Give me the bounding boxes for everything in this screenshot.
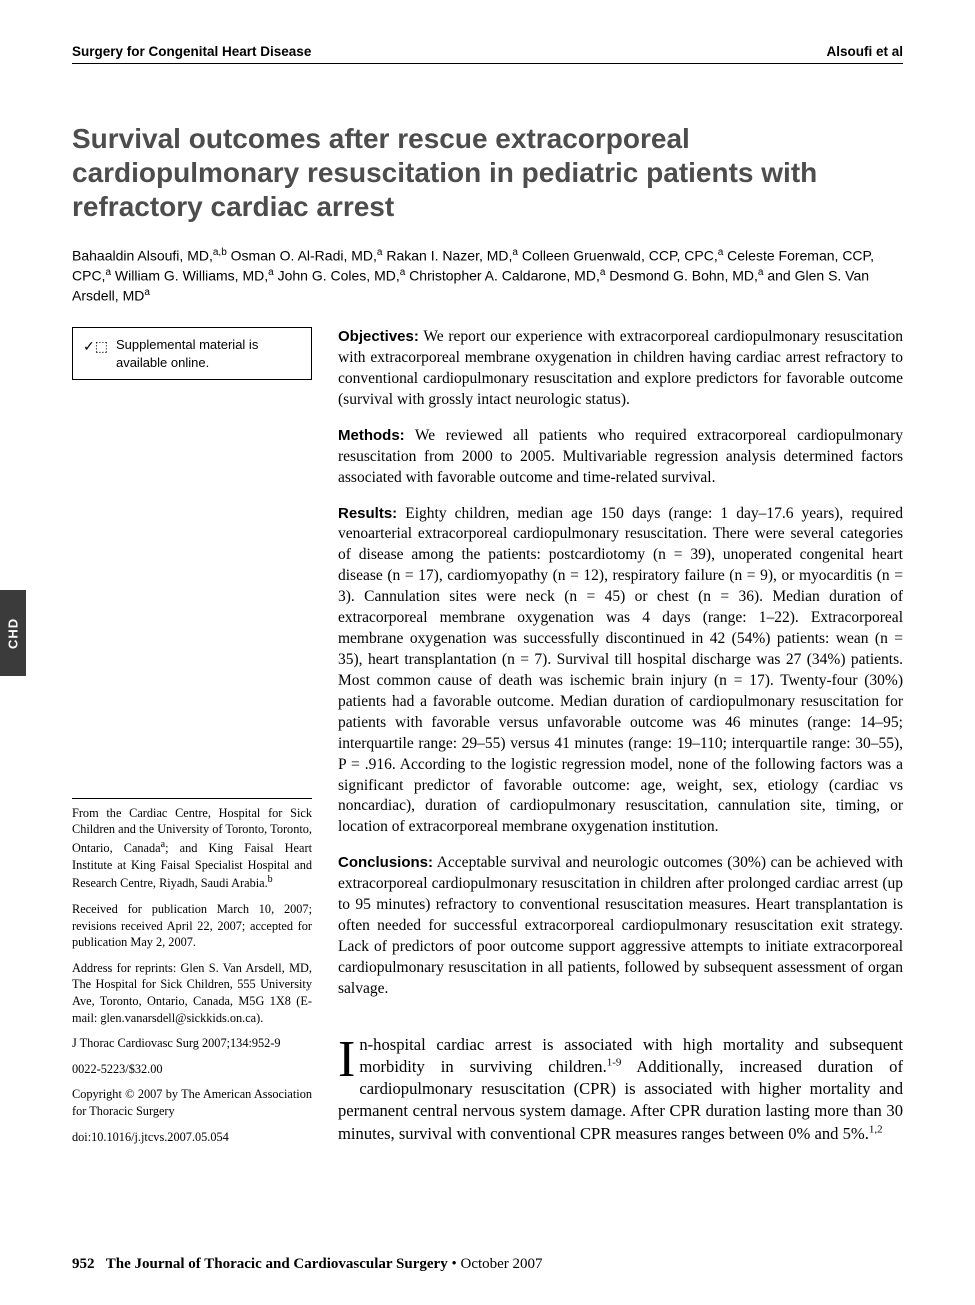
journal-title: The Journal of Thoracic and Cardiovascul… [106,1256,448,1272]
author-list: Bahaaldin Alsoufi, MD,a,b Osman O. Al-Ra… [72,246,903,305]
body-text-content: n-hospital cardiac arrest is associated … [338,1035,903,1143]
header-left: Surgery for Congenital Heart Disease [72,44,311,59]
abstract-methods-label: Methods: [338,427,405,444]
affiliation-from: From the Cardiac Centre, Hospital for Si… [72,805,312,892]
running-header: Surgery for Congenital Heart Disease Als… [72,44,903,64]
supplemental-material-box: ✓⬚ Supplemental material is available on… [72,327,312,380]
affiliation-block: From the Cardiac Centre, Hospital for Si… [72,798,312,1145]
copyright: Copyright © 2007 by The American Associa… [72,1086,312,1119]
abstract-results: Results: Eighty children, median age 150… [338,504,903,839]
reprints-address: Address for reprints: Glen S. Van Arsdel… [72,960,312,1026]
abstract-methods: Methods: We reviewed all patients who re… [338,426,903,489]
issn-price: 0022-5223/$32.00 [72,1061,312,1078]
footer-sep: • [448,1256,461,1272]
mouse-click-icon: ✓⬚ [83,337,108,356]
abstract: Objectives: We report our experience wit… [338,327,903,1000]
article-title: Survival outcomes after rescue extracorp… [72,122,903,224]
dropcap: I [338,1034,359,1082]
abstract-results-label: Results: [338,505,397,522]
page-footer: 952 The Journal of Thoracic and Cardiova… [72,1256,543,1273]
header-right: Alsoufi et al [826,44,903,59]
abstract-conclusions: Conclusions: Acceptable survival and neu… [338,853,903,999]
page-number: 952 [72,1256,95,1272]
abstract-objectives-label: Objectives: [338,328,419,345]
doi: doi:10.1016/j.jtcvs.2007.05.054 [72,1129,312,1146]
section-tab-chd: CHD [0,590,26,676]
citation: J Thorac Cardiovasc Surg 2007;134:952-9 [72,1035,312,1052]
abstract-conclusions-label: Conclusions: [338,854,433,871]
supplemental-material-text: Supplemental material is available onlin… [116,336,301,371]
abstract-objectives: Objectives: We report our experience wit… [338,327,903,411]
issue-date: October 2007 [460,1256,542,1272]
publication-dates: Received for publication March 10, 2007;… [72,901,312,951]
body-first-paragraph: In-hospital cardiac arrest is associated… [338,1034,903,1145]
